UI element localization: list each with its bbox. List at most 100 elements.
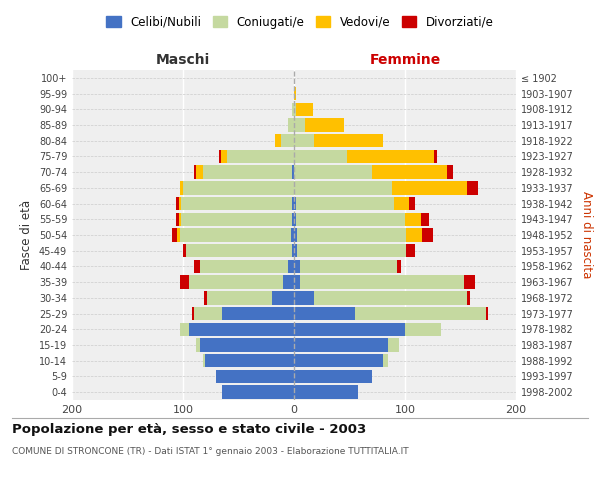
Bar [294,228,298,241]
Bar [294,166,372,179]
Bar [194,307,222,320]
Bar [294,118,305,132]
Text: Popolazione per età, sesso e stato civile - 2003: Popolazione per età, sesso e stato civil… [12,422,366,436]
Bar [347,150,434,163]
Bar [294,260,299,273]
Bar [294,150,347,163]
Bar [222,386,294,399]
Bar [294,307,355,320]
Bar [227,150,294,163]
Bar [222,307,294,320]
Bar [179,276,188,289]
Bar [406,228,422,241]
Bar [200,260,289,273]
Bar [292,212,294,226]
Bar [392,181,467,194]
Bar [298,244,406,258]
Bar [388,338,400,351]
Bar [467,181,478,194]
Bar [294,134,314,147]
Bar [372,166,447,179]
Bar [383,354,388,368]
Bar [394,197,409,210]
Bar [464,276,475,289]
Bar [298,228,406,241]
Bar [283,276,294,289]
Bar [406,244,415,258]
Text: COMUNE DI STRONCONE (TR) - Dati ISTAT 1° gennaio 2003 - Elaborazione TUTTITALIA.: COMUNE DI STRONCONE (TR) - Dati ISTAT 1°… [12,448,409,456]
Bar [294,212,296,226]
Bar [296,102,313,116]
Text: Maschi: Maschi [156,53,210,67]
Y-axis label: Fasce di età: Fasce di età [20,200,33,270]
Bar [221,150,227,163]
Bar [294,197,296,210]
Bar [289,118,294,132]
Bar [314,291,467,304]
Bar [187,244,292,258]
Bar [178,228,179,241]
Bar [196,338,200,351]
Bar [179,322,188,336]
Bar [422,228,433,241]
Y-axis label: Anni di nascita: Anni di nascita [580,192,593,278]
Bar [294,354,383,368]
Bar [294,338,388,351]
Bar [447,166,453,179]
Bar [292,244,294,258]
Bar [397,260,401,273]
Bar [281,134,294,147]
Bar [200,338,294,351]
Legend: Celibi/Nubili, Coniugati/e, Vedovi/e, Divorziati/e: Celibi/Nubili, Coniugati/e, Vedovi/e, Di… [101,11,499,34]
Bar [181,212,292,226]
Bar [294,244,298,258]
Bar [275,134,281,147]
Bar [296,212,405,226]
Bar [294,181,392,194]
Bar [292,197,294,210]
Bar [179,212,181,226]
Bar [296,197,394,210]
Bar [205,354,294,368]
Bar [292,102,294,116]
Bar [290,228,294,241]
Bar [196,166,203,179]
Bar [409,197,415,210]
Bar [355,307,486,320]
Bar [183,244,187,258]
Bar [467,291,470,304]
Bar [299,260,397,273]
Bar [305,118,344,132]
Bar [294,386,358,399]
Bar [217,370,294,383]
Bar [203,166,292,179]
Bar [176,197,179,210]
Bar [179,181,183,194]
Bar [405,212,421,226]
Bar [194,260,200,273]
Bar [314,134,383,147]
Bar [289,260,294,273]
Bar [405,322,440,336]
Bar [208,291,272,304]
Bar [176,212,179,226]
Bar [194,166,196,179]
Bar [294,87,296,100]
Bar [179,228,290,241]
Bar [188,322,294,336]
Bar [183,181,294,194]
Bar [188,276,283,289]
Bar [181,197,292,210]
Bar [203,354,205,368]
Bar [292,166,294,179]
Bar [299,276,464,289]
Bar [421,212,430,226]
Text: Femmine: Femmine [370,53,440,67]
Bar [294,370,372,383]
Bar [486,307,488,320]
Bar [434,150,437,163]
Bar [294,276,299,289]
Bar [192,307,194,320]
Bar [294,322,405,336]
Bar [294,291,314,304]
